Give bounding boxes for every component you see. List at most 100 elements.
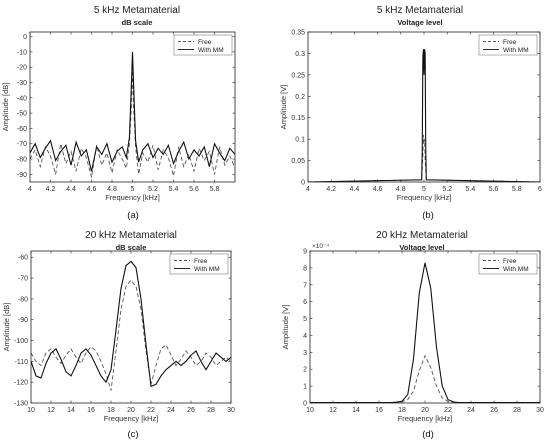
y-axis-label: Amplitude [V] (281, 305, 290, 350)
y-tick-label: 0.05 (291, 158, 305, 165)
y-tick-label: -40 (17, 95, 27, 102)
x-tick-label: 22 (147, 407, 155, 414)
legend-label: With MM (194, 266, 220, 273)
y-tick-label: 0.1 (295, 137, 305, 144)
x-tick-label: 18 (398, 407, 406, 414)
panel-caption: (d) (422, 429, 434, 440)
legend-box (169, 253, 229, 275)
x-axis-label: Frequency [kHz] (397, 193, 452, 202)
x-tick-label: 5.4 (466, 186, 476, 193)
x-tick-label: 12 (329, 407, 337, 414)
x-tick-label: 4 (306, 186, 310, 193)
x-tick-label: 5.4 (169, 186, 179, 193)
series-line-with-mm (31, 260, 231, 388)
x-tick-label: 16 (87, 407, 95, 414)
y-tick-label: -60 (18, 255, 28, 262)
y-tick-label: 0.3 (295, 51, 305, 58)
x-tick-label: 6 (538, 186, 542, 193)
x-tick-label: 10 (27, 407, 35, 414)
x-tick-label: 4.4 (350, 186, 360, 193)
x-tick-label: 4 (28, 186, 32, 193)
x-tick-label: 4.8 (396, 186, 406, 193)
y-tick-label: -130 (14, 401, 28, 408)
y-axis-label: Amplitude [dB] (2, 303, 11, 352)
x-tick-label: 12 (47, 407, 55, 414)
y-tick-label: -70 (17, 141, 27, 148)
y-tick-label: 9 (303, 249, 307, 256)
x-tick-label: 4.6 (87, 186, 97, 193)
x-tick-label: 4.4 (66, 186, 76, 193)
x-tick-label: 4.8 (107, 186, 117, 193)
x-tick-label: 4.2 (46, 186, 56, 193)
x-tick-label: 20 (421, 407, 429, 414)
y-tick-label: 2 (303, 367, 307, 374)
chart-panel-a: 5 kHz Metamaterial dB scale 4 4.2 4.4 4.6 4.8 5… (1, 5, 236, 221)
y-tick-label: -80 (18, 296, 28, 303)
y-tick-label: 0 (23, 34, 27, 41)
chart-title: 5 kHz Metamaterial (377, 5, 463, 16)
legend-label: With MM (503, 47, 529, 54)
y-tick-label: 4 (303, 333, 307, 340)
y-tick-label: -60 (17, 126, 27, 133)
y-tick-label: 5 (303, 316, 307, 323)
x-tick-label: 18 (107, 407, 115, 414)
y-axis-exponent: ×10⁻⁴ (312, 243, 329, 250)
x-tick-label: 14 (67, 407, 75, 414)
y-tick-label: 8 (303, 265, 307, 272)
legend-label: Free (503, 39, 517, 46)
x-tick-label: 24 (167, 407, 175, 414)
y-tick-label: -90 (17, 172, 27, 179)
x-tick-label: 30 (536, 407, 544, 414)
x-tick-label: 5.2 (442, 186, 452, 193)
x-tick-label: 4.6 (373, 186, 383, 193)
y-axis-label: Amplitude [dB] (1, 83, 10, 132)
x-tick-label: 24 (467, 407, 475, 414)
y-tick-label: -10 (17, 49, 27, 56)
y-axis-label: Amplitude [V] (279, 85, 288, 130)
y-tick-label: 0 (303, 401, 307, 408)
series-line-free (308, 134, 540, 182)
chart-subtitle: dB scale (122, 18, 153, 27)
series-line-free (30, 67, 235, 178)
x-tick-label: 20 (127, 407, 135, 414)
x-tick-label: 5.2 (148, 186, 158, 193)
x-tick-label: 14 (352, 407, 360, 414)
y-tick-label: 3 (303, 350, 307, 357)
x-tick-label: 26 (490, 407, 498, 414)
legend-label: With MM (198, 47, 224, 54)
legend-label: Free (503, 258, 517, 265)
legend-label: Free (194, 258, 208, 265)
x-axis-label: Frequency [kHz] (104, 414, 159, 423)
y-tick-label: 1 (303, 384, 307, 391)
y-tick-label: -90 (18, 317, 28, 324)
y-tick-label: -110 (15, 359, 29, 366)
y-tick-label: 6 (303, 299, 307, 306)
x-axis-label: Frequency [kHz] (398, 414, 453, 423)
y-tick-label: -50 (17, 111, 27, 118)
legend-label: With MM (503, 266, 529, 273)
y-tick-label: -120 (14, 380, 28, 387)
legend-box (478, 34, 538, 56)
y-tick-label: 0 (301, 180, 305, 187)
chart-subtitle: dB scale (116, 243, 147, 252)
series-line-with-mm (308, 49, 540, 182)
panel-caption: (b) (422, 210, 434, 221)
series-line-free (31, 279, 231, 391)
y-tick-label: 0.35 (291, 30, 305, 37)
y-tick-label: 0.15 (291, 115, 305, 122)
x-tick-label: 5.6 (489, 186, 499, 193)
x-tick-label: 16 (375, 407, 383, 414)
y-tick-label: -100 (14, 338, 28, 345)
x-tick-label: 5 (131, 186, 135, 193)
y-tick-label: -70 (18, 276, 28, 283)
chart-title: 20 kHz Metamaterial (85, 230, 177, 241)
y-tick-label: 0.2 (295, 94, 305, 101)
x-tick-label: 26 (187, 407, 195, 414)
x-tick-label: 4.2 (326, 186, 336, 193)
legend-label: Free (198, 39, 212, 46)
chart-title: 5 kHz Metamaterial (94, 5, 180, 16)
